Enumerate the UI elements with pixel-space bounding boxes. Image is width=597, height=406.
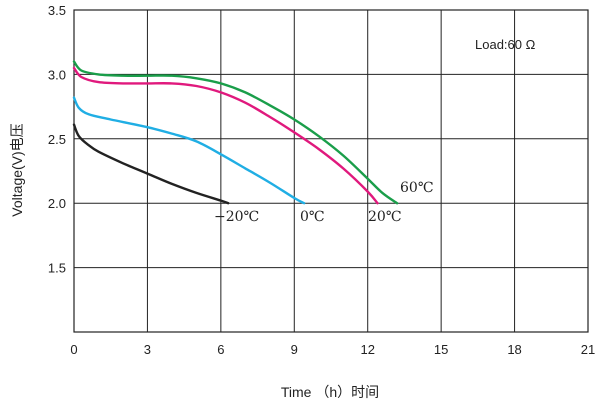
x-tick-label: 3 (144, 342, 151, 357)
x-tick-label: 15 (434, 342, 448, 357)
grid (74, 10, 588, 332)
series-layer (72, 60, 399, 205)
x-axis-label: Time （h）时间 (281, 384, 379, 400)
series-line-0 (72, 60, 399, 205)
y-axis-label: Voltage(V)电压 (9, 123, 25, 216)
series-line-3 (72, 123, 230, 205)
label-20c: 20℃ (368, 209, 401, 225)
y-tick-label: 3.0 (48, 67, 66, 82)
x-tick-label: 12 (360, 342, 374, 357)
y-tick-label: 2.0 (48, 196, 66, 211)
plot-frame (73, 9, 589, 333)
x-tick-label: 21 (581, 342, 595, 357)
x-tick-label: 9 (291, 342, 298, 357)
y-tick-label: 3.5 (48, 3, 66, 18)
x-tick-label: 6 (217, 342, 224, 357)
x-tick-labels: 0 3 6 9 12 15 18 21 (70, 342, 595, 357)
x-tick-label: 18 (507, 342, 521, 357)
label-0c: 0℃ (300, 209, 325, 225)
x-tick-label: 0 (70, 342, 77, 357)
load-annotation: Load:60 Ω (475, 37, 536, 52)
label-60c: 60℃ (400, 180, 433, 196)
series-line-1 (72, 66, 379, 205)
label-minus20c: −20℃ (214, 209, 259, 225)
series-line-2 (72, 96, 306, 205)
y-tick-labels: 1.5 2.0 2.5 3.0 3.5 (48, 3, 66, 276)
y-tick-label: 1.5 (48, 261, 66, 276)
y-tick-label: 2.5 (48, 132, 66, 147)
